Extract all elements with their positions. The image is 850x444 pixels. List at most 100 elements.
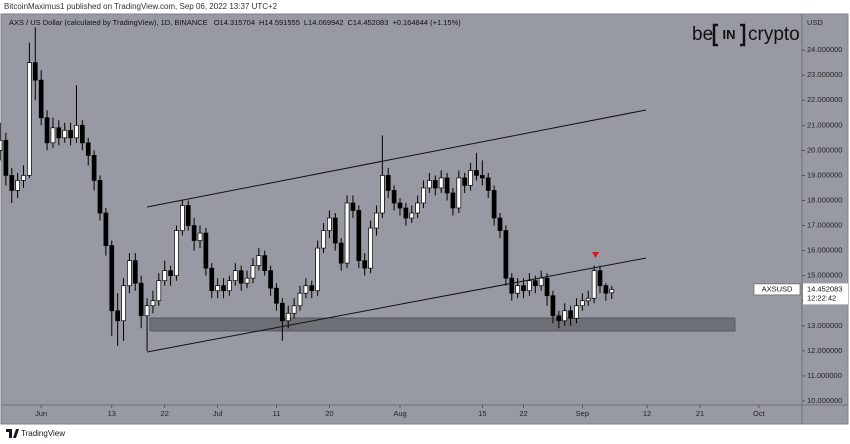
candle-body (421, 187, 426, 204)
x-tick-label: Jul (213, 409, 223, 418)
candle-body (403, 207, 409, 219)
candle-body (321, 230, 326, 249)
x-tick-label: Jun (35, 409, 47, 418)
candle-body (291, 305, 297, 314)
y-tick-label: 21.000000 (807, 120, 842, 129)
candle-body (438, 177, 444, 189)
candle-body (556, 315, 562, 322)
candle-body (15, 180, 20, 191)
candle-body (468, 170, 473, 186)
candle-body (68, 129, 73, 139)
x-tick-label: 22 (161, 409, 169, 418)
candle-body (21, 175, 26, 181)
candle-body (415, 202, 420, 214)
candle-body (144, 305, 150, 317)
candle-body (209, 267, 215, 292)
y-tick-label: 16.000000 (807, 246, 842, 255)
candle-body (480, 175, 485, 179)
y-tick-label: 17.000000 (807, 221, 842, 230)
candle-body (191, 225, 197, 241)
candle-body (609, 289, 615, 294)
ohlc-high: H14.591555 (259, 18, 300, 27)
y-tick-label: 11.000000 (807, 371, 842, 380)
candle-body (32, 62, 38, 81)
x-tick-label: 22 (519, 409, 527, 418)
candle-body (168, 270, 173, 277)
candle-body (85, 142, 91, 156)
chart-area (0, 13, 849, 425)
candle-body (385, 175, 391, 191)
symbol-tag-box (753, 283, 801, 296)
y-tick-label: 15.000000 (807, 271, 842, 280)
candle-body (74, 124, 79, 139)
x-tick-label: Sep (576, 409, 589, 418)
logo: be IN crypto (692, 23, 800, 47)
candle-body (97, 180, 103, 214)
candle-body (185, 205, 191, 226)
candle-body (327, 217, 332, 231)
chart-legend: AXS / US Dollar (calculated by TradingVi… (9, 18, 461, 27)
axes: 10.00000011.00000012.00000013.00000014.0… (35, 45, 848, 418)
y-tick-label: 22.000000 (807, 95, 842, 104)
x-tick-label: Aug (393, 409, 406, 418)
candle-body (280, 302, 285, 322)
candle-body (0, 139, 3, 151)
candle-body (509, 277, 515, 294)
candle-body (156, 280, 162, 302)
drawings (146, 109, 647, 353)
candle-body (80, 124, 85, 144)
support-zone-layer (149, 317, 736, 332)
candle-body (297, 292, 303, 307)
candle-body (362, 260, 368, 269)
candle-body (485, 177, 491, 191)
candle-body (3, 139, 9, 176)
candle-body (515, 285, 520, 294)
candle-body (491, 190, 497, 219)
candle-body (450, 192, 456, 209)
logo-crypto: crypto (748, 24, 800, 45)
candle-body (356, 210, 362, 261)
ohlc-close: C14.452083 (348, 18, 389, 27)
candle-body (62, 129, 68, 139)
candle-body (427, 180, 432, 189)
candle-body (115, 310, 120, 322)
candle-body (44, 117, 50, 144)
candle-body (456, 177, 462, 209)
y-tick-label: 23.000000 (807, 70, 842, 79)
logo-be: be (692, 24, 713, 45)
candle-body (303, 285, 309, 294)
chart-title: AXS / US Dollar (calculated by TradingVi… (9, 18, 208, 27)
candle-body (315, 247, 320, 292)
publisher-line: BitcoinMaximus1 published on TradingView… (4, 2, 278, 11)
candle-body (256, 255, 262, 266)
price-tag: 14.452083 (807, 284, 842, 293)
candle-body (497, 217, 503, 231)
candle-body (409, 212, 415, 219)
candle-body (444, 177, 450, 194)
candle-body (344, 202, 350, 264)
y-tick-label: 20.000000 (807, 145, 842, 154)
candle-body (591, 270, 597, 299)
candle-body (244, 277, 250, 284)
candle-body (597, 270, 603, 287)
channel-upper-line (146, 109, 647, 208)
candle-body (227, 280, 232, 292)
x-tick-label: 15 (478, 409, 486, 418)
candle-body (197, 232, 203, 241)
candle-body (221, 285, 226, 292)
candle-body (203, 232, 209, 269)
candle-body (262, 255, 268, 272)
candle-body (544, 277, 550, 297)
candle-body (585, 297, 591, 302)
x-tick-label: 13 (108, 409, 116, 418)
candle-body (532, 280, 538, 287)
candle-body (109, 245, 115, 312)
candle-body (50, 127, 56, 144)
candle-body (103, 212, 109, 246)
x-tick-label: 21 (696, 409, 704, 418)
price-tag-box (803, 283, 848, 305)
candle-body (91, 155, 97, 181)
candle-body (462, 177, 468, 186)
candle-body (138, 282, 144, 317)
x-tick-label: 20 (325, 409, 333, 418)
